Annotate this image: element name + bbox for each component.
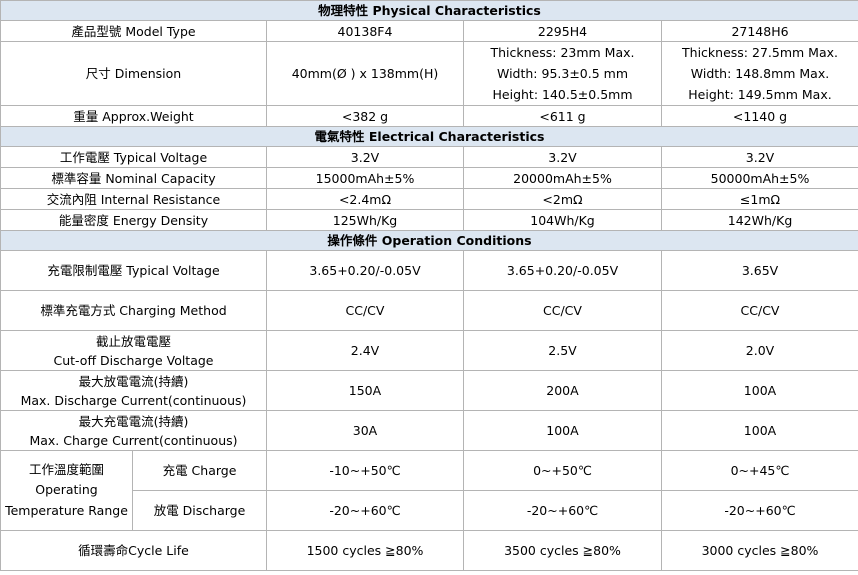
- table-row: 工作電壓 Typical Voltage 3.2V 3.2V 3.2V: [0, 146, 858, 168]
- cycle-life-label: 循環壽命Cycle Life: [0, 530, 267, 571]
- section-header-operation: 操作條件 Operation Conditions: [0, 230, 858, 251]
- section-header-electrical: 電氣特性 Electrical Characteristics: [0, 126, 858, 147]
- table-row: 交流內阻 Internal Resistance <2.4mΩ <2mΩ ≤1m…: [0, 188, 858, 210]
- cycle-life-cell: 3000 cycles ≧80%: [660, 530, 858, 571]
- table-row: 截止放電電壓 Cut-off Discharge Voltage 2.4V 2.…: [0, 330, 858, 371]
- charge-voltage-cell: 3.65V: [660, 250, 858, 291]
- density-label: 能量密度 Energy Density: [0, 209, 267, 231]
- charging-method-cell: CC/CV: [463, 290, 662, 331]
- label-line: 最大放電電流(持續): [78, 373, 189, 389]
- discharge-temp-cell: -20~+60℃: [266, 490, 464, 531]
- charge-voltage-label: 充電限制電壓 Typical Voltage: [0, 250, 267, 291]
- label-line: 工作溫度範圍: [28, 461, 104, 477]
- cycle-life-cell: 3500 cycles ≧80%: [463, 530, 662, 571]
- cutoff-voltage-cell: 2.4V: [266, 330, 464, 371]
- weight-cell: <1140 g: [660, 105, 858, 127]
- table-row: 循環壽命Cycle Life 1500 cycles ≧80% 3500 cyc…: [0, 530, 858, 571]
- resistance-cell: <2.4mΩ: [266, 188, 464, 210]
- charging-method-cell: CC/CV: [266, 290, 464, 331]
- dimension-line: Height: 149.5mm Max.: [688, 87, 832, 102]
- charge-temp-cell: 0~+45℃: [660, 450, 858, 491]
- max-discharge-cell: 200A: [463, 370, 662, 411]
- capacity-label: 標準容量 Nominal Capacity: [0, 167, 267, 189]
- max-charge-cell: 30A: [266, 410, 464, 451]
- charge-voltage-cell: 3.65+0.20/-0.05V: [463, 250, 662, 291]
- label-line: Temperature Range: [5, 502, 128, 518]
- weight-cell: <382 g: [266, 105, 464, 127]
- cutoff-voltage-cell: 2.0V: [660, 330, 858, 371]
- capacity-cell: 50000mAh±5%: [660, 167, 858, 189]
- density-cell: 142Wh/Kg: [660, 209, 858, 231]
- table-row: 重量 Approx.Weight <382 g <611 g <1140 g: [0, 105, 858, 127]
- max-discharge-cell: 150A: [266, 370, 464, 411]
- label-line: Max. Discharge Current(continuous): [20, 392, 247, 408]
- weight-cell: <611 g: [463, 105, 662, 127]
- model-cell: 2295H4: [463, 20, 662, 42]
- capacity-cell: 20000mAh±5%: [463, 167, 662, 189]
- voltage-label: 工作電壓 Typical Voltage: [0, 146, 267, 168]
- capacity-cell: 15000mAh±5%: [266, 167, 464, 189]
- label-line: Cut-off Discharge Voltage: [53, 352, 214, 368]
- section-header-physical: 物理特性 Physical Characteristics: [0, 0, 858, 21]
- dimension-line: Height: 140.5±0.5mm: [492, 87, 633, 102]
- operation-header: 操作條件 Operation Conditions: [0, 230, 858, 251]
- discharge-temp-label: 放電 Discharge: [132, 490, 267, 531]
- model-type-label: 產品型號 Model Type: [0, 20, 267, 42]
- charging-method-label: 標準充電方式 Charging Method: [0, 290, 267, 331]
- density-cell: 104Wh/Kg: [463, 209, 662, 231]
- dimension-cell: Thickness: 27.5mm Max. Width: 148.8mm Ma…: [660, 41, 858, 106]
- cutoff-voltage-label: 截止放電電壓 Cut-off Discharge Voltage: [0, 330, 267, 371]
- physical-header: 物理特性 Physical Characteristics: [0, 0, 858, 21]
- voltage-cell: 3.2V: [266, 146, 464, 168]
- label-line: Operating: [35, 482, 98, 498]
- label-line: 最大充電電流(持續): [78, 413, 189, 429]
- max-discharge-cell: 100A: [660, 370, 858, 411]
- dimension-line: Thickness: 27.5mm Max.: [682, 45, 838, 60]
- charge-temp-cell: -10~+50℃: [266, 450, 464, 491]
- charging-method-cell: CC/CV: [660, 290, 858, 331]
- dimension-line: Width: 148.8mm Max.: [690, 66, 830, 81]
- dimension-label: 尺寸 Dimension: [0, 41, 267, 106]
- max-charge-cell: 100A: [660, 410, 858, 451]
- table-row: 標準容量 Nominal Capacity 15000mAh±5% 20000m…: [0, 167, 858, 189]
- max-charge-label: 最大充電電流(持續) Max. Charge Current(continuou…: [0, 410, 267, 451]
- table-row: 能量密度 Energy Density 125Wh/Kg 104Wh/Kg 14…: [0, 209, 858, 231]
- label-line: Max. Charge Current(continuous): [29, 432, 238, 448]
- table-row: 放電 Discharge -20~+60℃ -20~+60℃ -20~+60℃: [1, 490, 858, 531]
- dimension-cell: 40mm(Ø ) x 138mm(H): [266, 41, 464, 106]
- cutoff-voltage-cell: 2.5V: [463, 330, 662, 371]
- max-discharge-label: 最大放電電流(持續) Max. Discharge Current(contin…: [0, 370, 267, 411]
- max-charge-cell: 100A: [463, 410, 662, 451]
- resistance-cell: ≤1mΩ: [660, 188, 858, 210]
- charge-temp-label: 充電 Charge: [132, 450, 267, 491]
- dimension-line: Thickness: 23mm Max.: [490, 45, 635, 60]
- voltage-cell: 3.2V: [660, 146, 858, 168]
- model-cell: 27148H6: [660, 20, 858, 42]
- table-row: 工作溫度範圍 Operating Temperature Range 充電 Ch…: [0, 450, 858, 531]
- model-cell: 40138F4: [266, 20, 464, 42]
- resistance-label: 交流內阻 Internal Resistance: [0, 188, 267, 210]
- label-line: 截止放電電壓: [95, 333, 171, 349]
- resistance-cell: <2mΩ: [463, 188, 662, 210]
- table-row: 最大放電電流(持續) Max. Discharge Current(contin…: [0, 370, 858, 411]
- table-row: 標準充電方式 Charging Method CC/CV CC/CV CC/CV: [0, 290, 858, 331]
- table-row: 最大充電電流(持續) Max. Charge Current(continuou…: [0, 410, 858, 451]
- cycle-life-cell: 1500 cycles ≧80%: [266, 530, 464, 571]
- voltage-cell: 3.2V: [463, 146, 662, 168]
- discharge-temp-cell: -20~+60℃: [463, 490, 662, 531]
- discharge-temp-cell: -20~+60℃: [660, 490, 858, 531]
- dimension-cell: Thickness: 23mm Max. Width: 95.3±0.5 mm …: [463, 41, 662, 106]
- electrical-header: 電氣特性 Electrical Characteristics: [0, 126, 858, 147]
- charge-voltage-cell: 3.65+0.20/-0.05V: [266, 250, 464, 291]
- charge-temp-cell: 0~+50℃: [463, 450, 662, 491]
- dimension-line: Width: 95.3±0.5 mm: [496, 66, 628, 81]
- density-cell: 125Wh/Kg: [266, 209, 464, 231]
- table-row: 充電限制電壓 Typical Voltage 3.65+0.20/-0.05V …: [0, 250, 858, 291]
- weight-label: 重量 Approx.Weight: [0, 105, 267, 127]
- operating-temperature-label: 工作溫度範圍 Operating Temperature Range: [0, 450, 133, 531]
- table-row: 產品型號 Model Type 40138F4 2295H4 27148H6: [0, 20, 858, 42]
- table-row: 尺寸 Dimension 40mm(Ø ) x 138mm(H) Thickne…: [0, 41, 858, 106]
